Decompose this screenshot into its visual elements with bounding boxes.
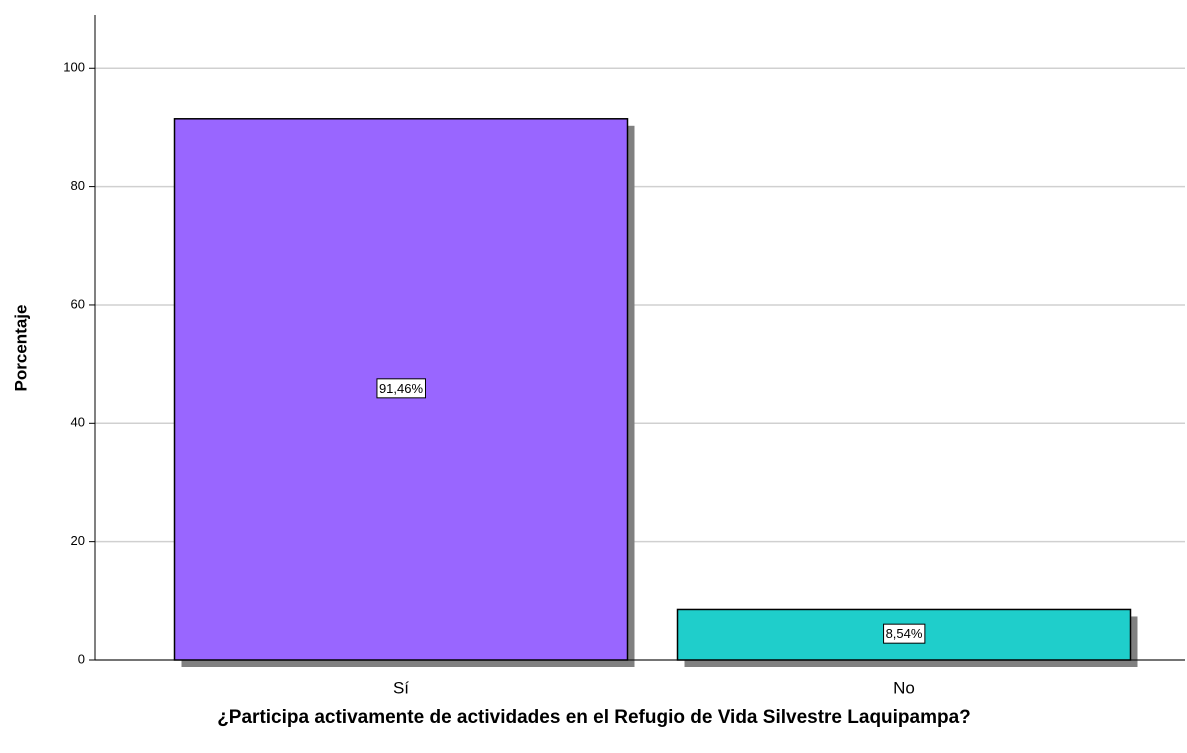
data-label: 8,54% [886, 626, 923, 641]
data-label: 91,46% [379, 381, 424, 396]
y-tick-label: 60 [71, 296, 85, 311]
data-label-box [883, 623, 926, 644]
y-tick-label: 80 [71, 178, 85, 193]
y-tick-label: 20 [71, 533, 85, 548]
x-tick-label: No [893, 678, 915, 697]
data-label-box [376, 378, 426, 399]
y-tick-label: 40 [71, 415, 85, 430]
y-axis-title: Porcentaje [11, 305, 30, 392]
x-tick-label: Sí [393, 678, 409, 697]
y-tick-label: 100 [63, 60, 85, 75]
x-axis-title: ¿Participa activamente de actividades en… [217, 707, 971, 728]
y-tick-label: 0 [78, 651, 85, 666]
